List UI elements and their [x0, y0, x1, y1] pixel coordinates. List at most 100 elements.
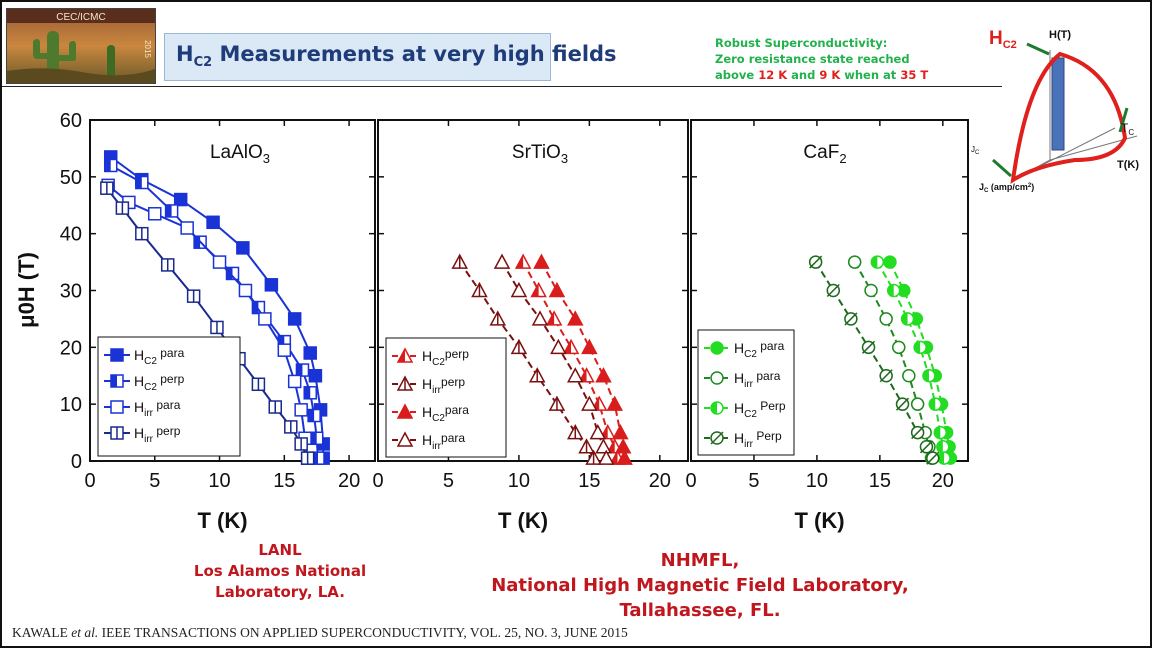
data-point-half: [531, 283, 539, 297]
legend-label-sub: irr: [744, 439, 754, 450]
legend-marker: [710, 371, 724, 385]
panel-title-main: SrTiO: [512, 142, 561, 163]
legend-label: HC2 para: [734, 339, 785, 360]
x-tick-label: 15: [273, 470, 295, 492]
legend-label-main: H: [422, 432, 432, 448]
data-point-half: [252, 301, 259, 314]
legend-label-main: H: [734, 370, 744, 386]
data-point: [910, 397, 925, 411]
x-axis-label: T (K): [794, 508, 844, 533]
data-point: [567, 367, 584, 383]
legend-item: Hirrpara: [392, 431, 465, 452]
legend-item: HC2 Perp: [704, 399, 786, 420]
legend-label-sub: irr: [432, 385, 442, 396]
data-point-half: [312, 452, 318, 465]
data-point-half: [308, 409, 315, 422]
legend-label-sub: irr: [432, 441, 442, 452]
data-point-half: [194, 236, 201, 249]
critical-surface-curve: [1010, 51, 1128, 185]
data-point-half: [922, 369, 929, 382]
data-point: [510, 281, 528, 298]
legend-label-main: H: [134, 373, 144, 389]
legend-marker-half: [398, 349, 405, 362]
legend-label: Hirr perp: [134, 424, 181, 445]
data-point-cross: [826, 283, 840, 298]
data-point-cross: [895, 397, 910, 411]
legend-marker: [110, 348, 124, 362]
panel-title-main: LaAlO: [210, 142, 263, 163]
data-point-half: [165, 204, 172, 217]
nhmfl-line-1: NHMFL,: [660, 550, 740, 571]
jc-unit-label: JC (amp/cm2): [979, 182, 1034, 194]
legend-label-main: H: [734, 400, 744, 416]
data-point-half: [516, 255, 524, 269]
data-point: [847, 255, 862, 269]
legend-label-sub: irr: [744, 379, 754, 390]
tc-label: TC: [1121, 121, 1134, 137]
hc2-arrow: [1026, 42, 1050, 56]
header-divider: [2, 86, 1002, 87]
x-tick-label: 0: [372, 470, 383, 492]
legend-label-rest: para: [445, 403, 469, 417]
x-tick-label: 20: [338, 470, 360, 492]
data-point: [173, 192, 188, 207]
data-point-cross: [926, 451, 940, 465]
legend-marker: [396, 431, 414, 447]
data-point-half: [929, 398, 936, 411]
data-point: [287, 312, 302, 326]
panel-1: 0 5 10 15 20 T (K) 0 10 20 30 40 50 60 μ0H (T) LaAlO3 H…: [14, 110, 376, 533]
lanl-line-1: LANL: [258, 541, 302, 559]
legend-label-rest: perp: [153, 424, 181, 438]
x-tick-label: 5: [443, 470, 454, 492]
legend-label-rest: para: [441, 431, 465, 445]
data-point-half: [887, 284, 894, 297]
data-point: [264, 278, 279, 292]
nhmfl-label: NHMFL, National High Magnetic Field Labo…: [470, 548, 930, 623]
logo-year: 2015: [143, 40, 152, 58]
panel-title: SrTiO3: [512, 142, 568, 166]
legend-label-main: H: [422, 376, 432, 392]
legend-label-rest: perp: [157, 372, 185, 386]
note-line-3: above 12 K and 9 K when at 35 T: [715, 68, 929, 82]
legend-label-sub: C2: [744, 349, 757, 360]
legend-item: Hirr perp: [104, 424, 181, 445]
data-point: [548, 281, 566, 298]
jc-axis-label: JC: [971, 145, 980, 156]
legend-marker: [110, 400, 124, 414]
legend-item: Hirrperp: [392, 375, 465, 396]
legend-label-rest: para: [753, 369, 781, 383]
jc-arrow: [992, 158, 1012, 178]
data-point-half: [547, 311, 555, 325]
legend-item: HC2para: [392, 403, 469, 424]
legend-label: HC2para: [422, 403, 469, 424]
data-point-half: [901, 312, 908, 325]
data-point-half: [914, 341, 921, 354]
data-point-half: [278, 335, 285, 348]
x-tick-label: 0: [84, 470, 95, 492]
data-point: [892, 340, 906, 355]
data-point: [212, 255, 227, 269]
conference-logo: CEC/ICMC 2015: [6, 8, 156, 84]
legend-item: HC2perp: [392, 347, 469, 368]
data-point: [236, 241, 250, 255]
data-point-half: [135, 176, 142, 189]
legend-label-main: H: [734, 430, 744, 446]
data-point: [902, 369, 916, 383]
legend-label-rest: para: [157, 346, 185, 360]
tc-arrow: [1118, 107, 1129, 133]
superconductivity-note: Robust Superconductivity: Zero resistanc…: [715, 35, 928, 83]
nhmfl-line-3: Tallahassee, FL.: [619, 600, 781, 621]
series-1: [514, 253, 626, 465]
data-point: [308, 369, 323, 383]
x-tick-label: 20: [932, 470, 954, 492]
lanl-line-3: Laboratory, LA.: [215, 583, 345, 601]
data-point: [550, 338, 567, 355]
panel-title-main: CaF: [803, 142, 839, 163]
series-4: [808, 255, 940, 465]
